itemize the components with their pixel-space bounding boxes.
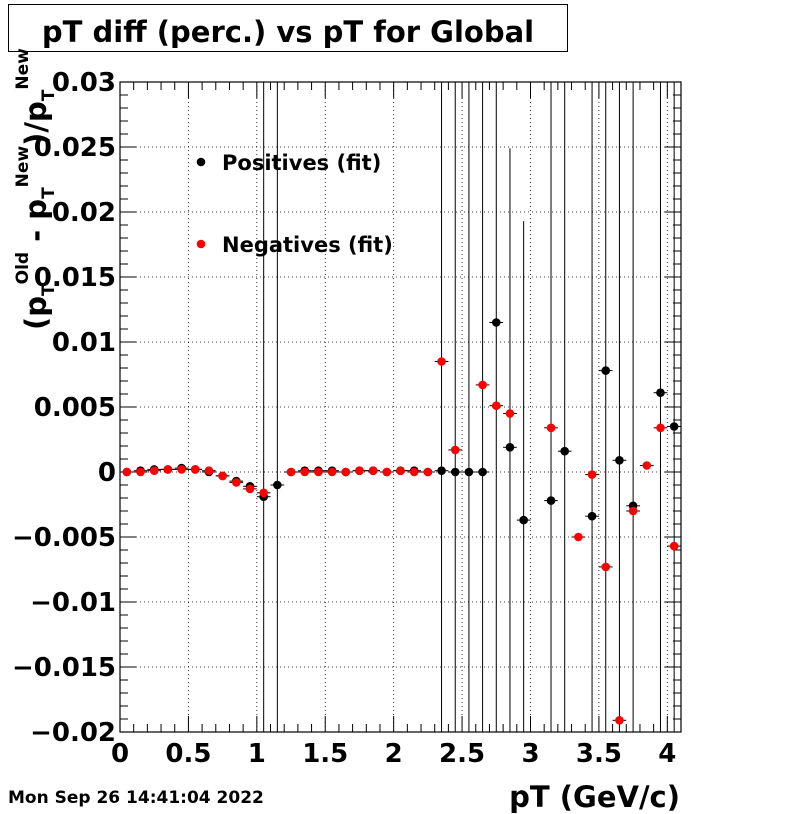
y-tick-label: −0.005 — [12, 523, 116, 553]
y-tick-label: −0.02 — [30, 718, 116, 748]
ylabel-part: (p — [19, 296, 53, 330]
y-tick-label: 0.01 — [52, 328, 116, 358]
x-tick-label: 1.5 — [302, 739, 348, 769]
tick-layer — [119, 81, 681, 733]
positives-data-point — [273, 480, 282, 490]
positives-data-point — [491, 318, 501, 327]
negatives-data-point — [355, 466, 364, 476]
negatives-data-point — [122, 467, 132, 477]
positives-data-point — [437, 466, 446, 476]
negatives-data-point — [314, 467, 323, 477]
negatives-data-point — [190, 465, 200, 474]
x-tick-label: 3.5 — [576, 739, 622, 769]
x-tick-label: 3 — [521, 739, 539, 769]
x-tick-label: 2.5 — [439, 739, 485, 769]
negatives-data-point — [615, 716, 624, 725]
negatives-data-point — [232, 478, 241, 487]
negatives-data-point — [628, 506, 638, 516]
negatives-data-point — [286, 467, 296, 477]
negatives-data-point — [574, 532, 583, 542]
x-axis-label: pT (GeV/c) — [509, 780, 680, 814]
positives-data-point — [615, 456, 624, 465]
negatives-data-point — [382, 467, 392, 477]
negatives-data-point — [669, 541, 679, 551]
positives-data-point — [669, 422, 679, 431]
x-tick-label: 2 — [385, 739, 403, 769]
x-tick-label: 1 — [248, 739, 266, 769]
y-tick-label: 0.015 — [34, 263, 116, 293]
positives-data-point — [560, 446, 569, 456]
negatives-data-point — [505, 409, 515, 418]
negatives-data-point — [218, 471, 227, 481]
legend: Positives (fit) Negatives (fit) — [196, 151, 393, 257]
negatives-data-point — [136, 467, 145, 477]
positives-data-point — [464, 467, 474, 477]
ylabel-superscript: New — [13, 48, 33, 90]
positives-data-point — [656, 388, 665, 398]
ylabel-subscript: T — [39, 89, 59, 101]
positives-data-point — [505, 443, 515, 452]
negatives-data-point — [259, 488, 268, 498]
legend-marker-negatives — [196, 239, 206, 249]
negatives-data-point — [177, 465, 186, 474]
negatives-data-point — [491, 401, 501, 411]
legend-label-positives: Positives (fit) — [222, 151, 381, 175]
timestamp: Mon Sep 26 14:41:04 2022 — [8, 788, 264, 808]
negatives-data-point — [245, 484, 255, 494]
negatives-data-point — [300, 467, 310, 477]
ylabel-part: - p — [19, 199, 53, 252]
y-tick-label: 0.03 — [52, 68, 116, 98]
negatives-data-point — [368, 466, 378, 476]
positives-data-point — [587, 511, 597, 521]
negatives-data-point — [396, 466, 405, 476]
negatives-data-point — [450, 445, 460, 455]
chart-title-box: pT diff (perc.) vs pT for Global — [8, 4, 568, 52]
positives-data-point — [478, 467, 487, 477]
negatives-data-point — [423, 467, 433, 477]
y-tick-label: 0 — [98, 458, 116, 488]
positives-data-point — [519, 515, 528, 525]
y-tick-label: 0.005 — [34, 393, 116, 423]
negatives-data-point — [546, 423, 556, 433]
negatives-data-point — [204, 466, 214, 476]
ylabel-subscript: T — [39, 187, 59, 199]
y-tick-label: 0.025 — [34, 133, 116, 163]
point-layer — [122, 318, 679, 725]
negatives-data-point — [437, 357, 446, 366]
negatives-data-point — [478, 380, 487, 390]
y-axis-label: (pTOld - pTNew)/pTNew — [13, 48, 59, 330]
y-tick-label: −0.01 — [30, 588, 116, 618]
tick-label-layer: 0 0.5 1 1.5 2 2.5 3 3.5 4 0.03 0.025 0.02 0.015 0.01 0… — [12, 68, 676, 769]
negatives-data-point — [642, 461, 652, 470]
y-axis-label-text: (pTOld - pTNew)/pTNew — [13, 48, 59, 330]
negatives-data-point — [656, 423, 665, 433]
legend-label-negatives: Negatives (fit) — [222, 233, 393, 257]
positives-data-point — [450, 467, 460, 477]
negatives-data-point — [409, 467, 419, 477]
ylabel-superscript: New — [13, 146, 33, 188]
ylabel-superscript: Old — [13, 252, 33, 284]
positives-data-point — [546, 496, 556, 505]
negatives-data-point — [327, 467, 337, 477]
negatives-data-point — [601, 562, 611, 572]
ylabel-part: )/p — [19, 101, 53, 146]
x-tick-label: 4 — [658, 739, 676, 769]
x-tick-label: 0 — [111, 739, 129, 769]
y-tick-label: 0.02 — [52, 198, 116, 228]
legend-marker-positives — [196, 157, 206, 167]
negatives-data-point — [587, 470, 597, 479]
negatives-data-point — [149, 466, 159, 476]
y-tick-label: −0.015 — [12, 653, 116, 683]
x-tick-label: 0.5 — [165, 739, 211, 769]
negatives-data-point — [163, 465, 173, 474]
positives-data-point — [601, 366, 611, 375]
ylabel-subscript: T — [39, 284, 59, 296]
negatives-data-point — [341, 467, 351, 477]
grid-layer — [120, 82, 681, 732]
chart-title: pT diff (perc.) vs pT for Global — [41, 15, 535, 49]
